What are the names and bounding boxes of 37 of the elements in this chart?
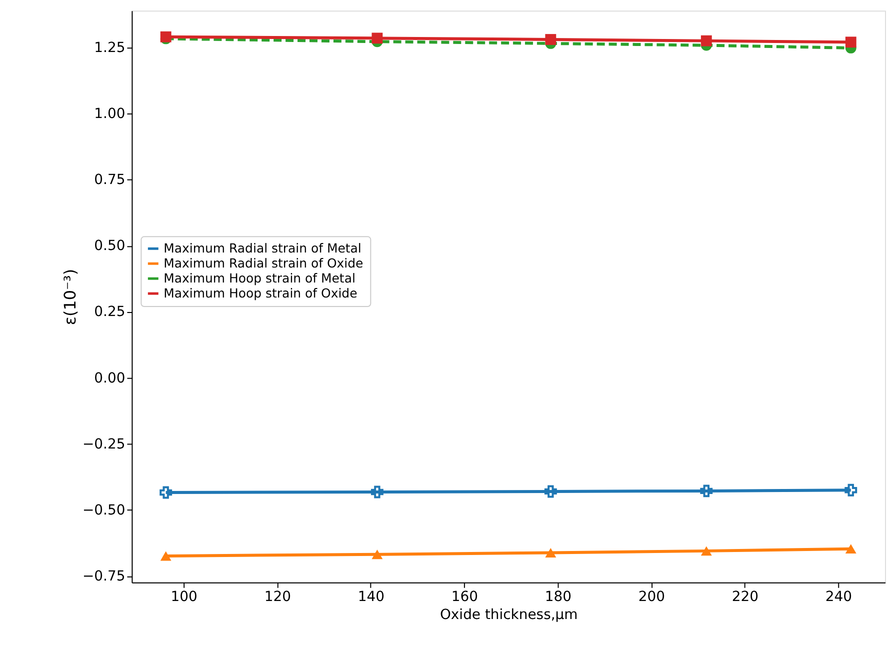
- point: [700, 35, 712, 46]
- point: [845, 36, 856, 48]
- y-tick-label: 0.50: [94, 238, 126, 254]
- point: [845, 544, 856, 554]
- point: [700, 546, 712, 556]
- y-tick-label: 0.25: [94, 304, 126, 320]
- point: [545, 548, 556, 558]
- point: [372, 32, 383, 44]
- y-tick-label: 1.25: [94, 40, 126, 56]
- point: [370, 486, 384, 498]
- y-tick-label: 0.75: [94, 172, 126, 188]
- y-tick-label: −0.25: [82, 436, 126, 452]
- legend-label: Maximum Radial strain of Oxide: [164, 256, 364, 271]
- point: [160, 551, 172, 561]
- x-axis-title: Oxide thickness,µm: [440, 606, 578, 623]
- x-tick-label: 240: [825, 588, 852, 605]
- point: [700, 484, 713, 498]
- y-axis-title: ε(10⁻³): [60, 268, 80, 326]
- x-tick-label: 180: [544, 588, 572, 605]
- legend-label: Maximum Hoop strain of Metal: [164, 270, 356, 286]
- x-tick-label: 200: [638, 588, 666, 605]
- x-tick-label: 220: [732, 588, 759, 605]
- x-tick-label: 140: [358, 588, 384, 605]
- y-tick-label: 1.00: [94, 106, 126, 122]
- point: [160, 486, 172, 499]
- x-tick-label: 100: [170, 588, 198, 605]
- point: [844, 484, 858, 496]
- y-tick-label: 0.00: [94, 370, 126, 386]
- point: [372, 550, 383, 560]
- point: [544, 485, 557, 498]
- y-tick-label: −0.75: [82, 568, 126, 585]
- point: [545, 34, 556, 45]
- legend-label: Maximum Hoop strain of Oxide: [164, 286, 358, 301]
- y-tick-label: −0.50: [82, 502, 126, 518]
- legend-label: Maximum Radial strain of Metal: [164, 240, 362, 256]
- x-tick-label: 120: [264, 588, 291, 605]
- x-tick-label: 160: [451, 588, 478, 605]
